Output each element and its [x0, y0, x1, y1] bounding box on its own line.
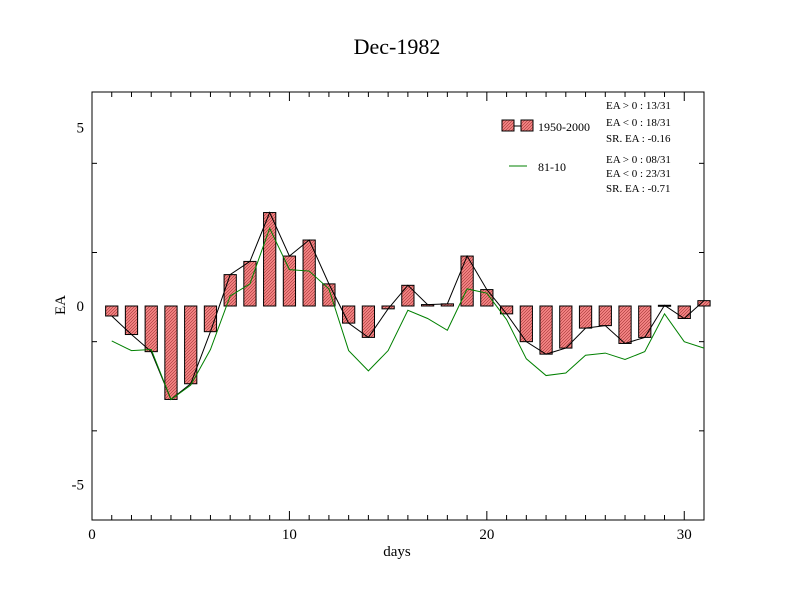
x-tick-label-30: 30	[677, 527, 692, 543]
bar-day-4	[164, 305, 178, 400]
bar-day-24	[559, 305, 573, 349]
y-axis-label: EA	[53, 295, 69, 315]
bar-day-23	[539, 305, 553, 355]
legend: 1950-2000 81-10 EA > 0 : 13/31 EA < 0 : …	[501, 100, 671, 195]
stat-sr-ea-81-10: SR. EA : -0.71	[606, 183, 670, 195]
bar-day-3	[144, 305, 158, 353]
series-line-81-10	[111, 226, 705, 401]
stat-ea-positive-1950-2000: EA > 0 : 13/31	[606, 100, 671, 112]
legend-swatch-bar-1	[501, 119, 515, 132]
bar-day-31	[697, 300, 711, 307]
bar-day-21	[499, 305, 514, 315]
stat-ea-negative-81-10: EA < 0 : 23/31	[606, 168, 671, 180]
bar-day-27	[618, 305, 632, 344]
x-tick-label-20: 20	[479, 527, 494, 543]
y-tick-label-0: 0	[77, 299, 85, 315]
axes-layer: 0 10 20 30 -5 0 5	[72, 92, 705, 543]
bar-day-7	[223, 274, 237, 307]
bar-day-1	[105, 305, 119, 317]
legend-label-1950-2000: 1950-2000	[538, 120, 590, 134]
bars-layer	[105, 212, 711, 400]
stat-sr-ea-1950-2000: SR. EA : -0.16	[606, 133, 671, 145]
bar-day-10	[282, 255, 297, 307]
bar-day-30	[677, 305, 691, 319]
chart-title: Dec-1982	[354, 34, 441, 59]
series-line-1950-2000	[111, 211, 705, 401]
legend-swatch-bar-2	[520, 119, 534, 132]
bar-day-25	[578, 305, 593, 329]
x-axis-label: days	[383, 544, 411, 560]
legend-label-81-10: 81-10	[538, 160, 566, 174]
y-tick-label--5: -5	[72, 477, 85, 493]
bar-day-16	[401, 284, 415, 307]
stat-ea-positive-81-10: EA > 0 : 08/31	[606, 154, 671, 166]
bar-day-26	[598, 305, 612, 327]
lines-layer	[111, 211, 705, 401]
bar-day-28	[638, 305, 652, 338]
bar-day-14	[361, 305, 376, 338]
x-tick-label-0: 0	[88, 527, 96, 543]
x-tick-label-10: 10	[282, 527, 297, 543]
y-tick-label-5: 5	[77, 121, 85, 137]
stat-ea-negative-1950-2000: EA < 0 : 18/31	[606, 117, 671, 129]
bar-day-9	[263, 212, 277, 307]
